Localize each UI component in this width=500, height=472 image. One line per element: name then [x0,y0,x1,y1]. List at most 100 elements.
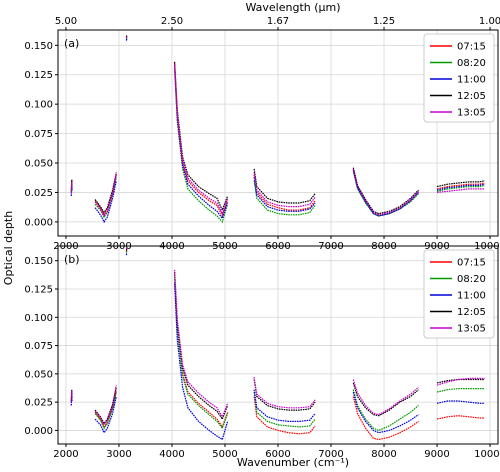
y-tick-label: 0.100 [24,100,53,111]
legend-entry: 07:15 [457,258,486,269]
top-tick-label: 1.25 [373,16,395,27]
series-group [70,246,485,441]
series-line-0820-seg2 [125,250,128,253]
panel-label: (a) [64,37,79,50]
series-line-1305-seg4 [253,377,316,409]
panel-b: 0.000 0.025 0.050 0.075 0.100 0.125 0.150 2000 3… [24,245,500,460]
legend-entry: 08:20 [457,274,486,285]
top-tick-label: 1.00 [479,16,500,27]
series-line-0715-seg6 [436,182,485,190]
y-tick-label: 0.025 [24,398,53,409]
series-line-0715-seg5 [352,396,419,441]
series-line-1205-seg4 [253,379,316,411]
series-line-1100-seg3 [174,283,229,441]
series-line-1100-seg4 [253,389,316,422]
series-line-1305-seg6 [436,377,485,386]
series-line-1305-seg1 [94,385,117,426]
series-line-1100-seg5 [352,391,419,434]
series-line-0715-seg4 [253,396,316,435]
top-tick-label: 1.67 [267,16,289,27]
series-line-0820-seg6 [436,184,485,192]
y-tick-label: 0.075 [24,341,53,352]
y-tick-label: 0.025 [24,188,53,199]
legend-entry: 11:00 [457,291,486,302]
top-tick-label: 2.50 [161,16,183,27]
series-line-1100-seg3 [174,68,229,220]
series-line-1305-seg2 [125,35,128,39]
x-tick-label: 5000 [212,449,237,460]
panel-label: (b) [64,253,80,266]
series-line-1305-seg0 [70,181,73,194]
series-line-0820-seg6 [436,388,485,393]
series-line-1205-seg4 [253,168,316,204]
y-tick-label: 0.000 [24,217,53,228]
series-line-0715-seg4 [253,174,316,211]
series-line-0820-seg5 [352,171,419,217]
x-tick-label: 10000 [474,449,500,460]
series-line-1305-seg1 [94,173,117,218]
y-tick-label: 0.050 [24,369,53,380]
shared-y-axis-label: Optical depth [2,211,15,285]
series-line-1100-seg2 [125,252,128,256]
series-line-0715-seg1 [94,174,117,216]
x-axis-label: Wavenumber (cm⁻¹) [237,456,349,469]
legend-entry: 13:05 [457,108,486,119]
series-line-1305-seg5 [352,379,419,416]
x-tick-label: 8000 [371,449,396,460]
top-axis-label: Wavelength (μm) [245,1,340,14]
series-group [70,34,485,224]
x-tick-label: 7000 [318,449,343,460]
legend-entry: 13:05 [457,324,486,335]
series-line-1100-seg4 [253,177,316,212]
series-line-0820-seg3 [174,66,229,224]
x-tick-label: 2000 [53,449,78,460]
legend-box [423,249,495,339]
y-tick-label: 0.100 [24,313,53,324]
series-line-1305-seg2 [125,246,128,250]
series-line-1100-seg1 [94,180,117,224]
legend-entry: 12:05 [457,307,486,318]
legend-entry: 11:00 [457,75,486,86]
y-tick-label: 0.150 [24,41,53,52]
y-tick-label: 0.050 [24,159,53,170]
series-line-0820-seg1 [94,391,117,430]
x-tick-label: 4000 [159,449,184,460]
top-tick-label: 5.00 [55,16,77,27]
legend-box [423,33,495,123]
series-line-1205-seg1 [94,172,117,214]
series-line-0715-seg1 [94,390,117,429]
y-tick-label: 0.150 [24,256,53,267]
series-line-1100-seg6 [436,400,485,404]
series-line-1100-seg1 [94,396,117,434]
legend-entry: 12:05 [457,91,486,102]
series-line-0715-seg3 [174,62,229,218]
series-line-1305-seg3 [174,269,229,419]
x-tick-label: 9000 [424,449,449,460]
series-line-0820-seg3 [174,276,229,430]
x-tick-label: 3000 [106,449,131,460]
top-axis-ticks: 5.00 2.50 1.67 1.25 1.00 [55,16,500,30]
series-line-1100-seg6 [436,183,485,191]
series-line-1100-seg5 [352,169,419,217]
series-line-1305-seg3 [174,64,229,216]
series-line-1205-seg5 [352,382,419,417]
series-line-0820-seg4 [253,180,316,216]
series-line-1205-seg3 [174,61,229,212]
series-line-1305-seg0 [70,390,73,403]
legend-entry: 07:15 [457,42,486,53]
y-tick-label: 0.075 [24,129,53,140]
series-line-1305-seg5 [352,168,419,216]
series-line-0715-seg5 [352,168,419,216]
legend-entry: 08:20 [457,58,486,69]
series-line-1100-seg2 [125,38,128,41]
series-line-1205-seg5 [352,167,419,215]
series-line-1205-seg6 [436,180,485,188]
y-tick-label: 0.000 [24,426,53,437]
x-tick-label: 6000 [265,449,290,460]
series-line-1305-seg4 [253,172,316,208]
series-line-0715-seg6 [436,415,485,420]
series-line-0820-seg5 [352,389,419,432]
series-line-0715-seg3 [174,274,229,429]
